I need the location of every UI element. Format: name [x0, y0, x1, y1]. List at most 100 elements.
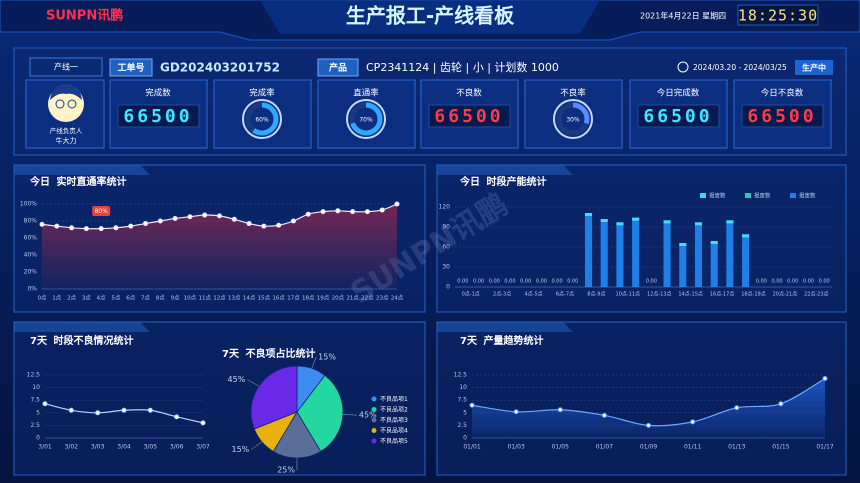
bar-cap [710, 241, 718, 244]
point [113, 225, 119, 231]
legend-label: 报废数 [754, 192, 771, 200]
bar [742, 234, 750, 287]
bar-cap [632, 217, 640, 221]
value-label: 0.00 [819, 279, 830, 285]
point [68, 407, 74, 413]
x-tick-label: 3/05 [144, 444, 158, 451]
y-tick-label: 7.5 [457, 397, 467, 404]
gauge-rim [242, 99, 282, 139]
avatar-glass [55, 99, 65, 109]
point [187, 214, 193, 220]
x-tick-label: 13点 [228, 295, 241, 302]
kpi-label: 完成数 [145, 88, 171, 99]
point [42, 401, 48, 407]
value-label: 0.00 [520, 279, 531, 285]
x-tick-label: 01/03 [507, 444, 524, 451]
x-tick-label: 3点 [82, 295, 91, 302]
point [557, 407, 563, 413]
status-box [795, 60, 833, 75]
point [320, 209, 326, 215]
counter-box [428, 104, 511, 128]
x-tick-label: 19点 [317, 295, 330, 302]
counter-box [741, 104, 824, 128]
point [394, 201, 400, 207]
point [379, 207, 385, 213]
x-tick-label: 11点 [198, 295, 211, 302]
line-box [29, 57, 103, 77]
x-tick-label: 3/02 [65, 444, 79, 451]
kpi-label: 直通率 [353, 88, 379, 99]
bar [600, 219, 608, 287]
legend-label: 不良品项2 [380, 406, 408, 414]
point [734, 405, 740, 411]
clock-icon [677, 61, 689, 73]
y-tick-label: 10 [32, 384, 40, 391]
point [95, 410, 101, 416]
logo: SUNPN讯鹏 [46, 8, 123, 24]
y-tick-label: 0% [27, 286, 37, 293]
panel-tab [14, 165, 150, 175]
leader-line [251, 441, 263, 450]
gauge-arc [245, 102, 279, 136]
x-tick-label: 2点-3点 [493, 292, 511, 298]
point [290, 218, 296, 224]
y-tick-label: 60% [24, 235, 38, 242]
x-tick-label: 2点 [67, 295, 76, 302]
bar-cap [616, 222, 624, 226]
point [601, 412, 607, 418]
point [778, 401, 784, 407]
value-label: 0.00 [473, 279, 484, 285]
kpi-card [317, 79, 416, 149]
bar [710, 241, 718, 287]
kpi-label: 今日完成数 [657, 88, 700, 99]
date: 2021年4月22日 星期四 [640, 11, 726, 21]
bar-cap [600, 219, 608, 222]
order-label-box [109, 58, 153, 77]
point [513, 409, 519, 415]
slice-label: 15% [318, 353, 336, 362]
y-tick-label: 90 [442, 224, 450, 231]
x-tick-label: 16点 [272, 295, 285, 302]
y-tick-label: 10 [459, 384, 467, 391]
bar [679, 243, 687, 287]
x-tick-label: 01/13 [728, 444, 745, 451]
bar [694, 222, 703, 287]
x-tick-label: 01/17 [816, 444, 833, 451]
avatar-hair [50, 84, 82, 100]
x-tick-label: 10点-11点 [616, 292, 641, 298]
legend-label: 不良品项1 [380, 395, 408, 403]
y-tick-label: 100% [20, 201, 37, 208]
point [276, 222, 282, 228]
kpi-label: 不良率 [560, 88, 586, 99]
counter-box [117, 104, 200, 128]
gauge-label: 60% [255, 117, 269, 124]
x-tick-label: 01/11 [684, 444, 701, 451]
legend-swatch [371, 417, 377, 423]
x-tick-label: 0点-1点 [462, 292, 480, 298]
product: CP2341124 | 齿轮 | 小 | 计划数 1000 [366, 60, 559, 74]
point [39, 221, 45, 227]
point [69, 225, 75, 231]
y-tick-label: 0 [446, 284, 450, 291]
pie-slice [250, 365, 298, 430]
y-tick-label: 80% [24, 218, 38, 225]
clock-box [737, 4, 819, 26]
x-tick-label: 01/05 [552, 444, 569, 451]
y-tick-label: 2.5 [30, 422, 40, 429]
x-tick-label: 4点 [97, 295, 106, 302]
x-tick-label: 22点-23点 [804, 292, 829, 298]
y-tick-label: 0 [36, 435, 40, 442]
point [143, 221, 149, 227]
bar [616, 222, 624, 287]
pie-slice [272, 411, 322, 459]
gauge-rim [346, 99, 386, 139]
x-tick-label: 12点-13点 [647, 292, 672, 298]
legend-swatch [790, 193, 796, 198]
line-name: 产线一 [54, 62, 78, 72]
x-tick-label: 3/07 [196, 444, 210, 451]
bar-cap [694, 222, 703, 226]
kpi-label: 今日不良数 [761, 88, 804, 99]
legend-label: 报废数 [799, 192, 816, 200]
value-label: 0.00 [803, 279, 814, 285]
